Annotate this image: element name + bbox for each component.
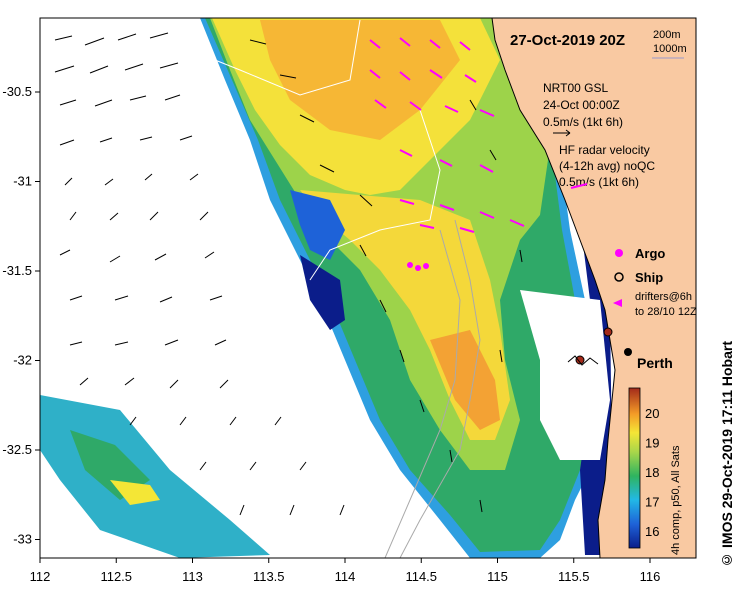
sst-southwest-patch [40, 395, 270, 558]
plot-frame [39, 17, 697, 559]
perth-marker [624, 348, 632, 356]
lat-tick-label: -30.5 [2, 84, 32, 99]
lat-tick-label: -33 [13, 532, 32, 547]
colorbar-label: 4h comp, p50, All Sats [670, 445, 682, 555]
drifter-legend-symbol [613, 299, 622, 307]
city-label-perth: Perth [637, 355, 673, 371]
lon-tick-label: 112 [30, 569, 51, 584]
lat-axis: -30.5 -31 -31.5 -32 -32.5 -33 [2, 84, 40, 547]
ship-marker [603, 327, 613, 337]
ship-legend-symbol [614, 272, 624, 282]
gsl-scale: 0.5m/s (1kt 6h) [543, 115, 623, 129]
lat-tick-label: -31.5 [2, 263, 32, 278]
sst-blue-patch [290, 190, 345, 260]
lon-tick-label: 116 [640, 569, 661, 584]
colorbar [628, 387, 641, 549]
colorbar-tick-label: 19 [645, 436, 659, 451]
hf-scale-arrow [570, 183, 588, 189]
sst-orange-north [260, 20, 460, 140]
lon-tick-label: 112.5 [100, 569, 132, 584]
sst-southwest-yellow [110, 480, 160, 505]
hf-label-2: (4-12h avg) noQC [559, 159, 655, 173]
hf-scale: 0.5m/s (1kt 6h) [559, 175, 639, 189]
lat-tick-label: -32 [13, 353, 32, 368]
ship-marker [575, 355, 585, 365]
argo-floats [407, 262, 429, 271]
gsl-scale-arrow-head [565, 129, 571, 137]
colorbar-tick-label: 16 [645, 524, 659, 539]
gsl-velocity-arrows [54, 32, 523, 516]
hf-radar-arrows [369, 37, 525, 233]
lat-tick-label: -31 [13, 174, 32, 189]
lon-axis: 112 112.5 113 113.5 114 114.5 115 115.5 116 [30, 558, 661, 584]
colorbar-tick-label: 18 [645, 465, 659, 480]
isobath-contour [399, 219, 481, 558]
isobath-contour [214, 19, 361, 96]
sst-deep-blue-patch [300, 255, 345, 330]
title-time: 27-Oct-2019 20Z [510, 32, 625, 49]
isobath-contour [309, 109, 441, 281]
lon-tick-label: 113 [182, 569, 203, 584]
plot-area [40, 18, 696, 558]
isobath-1000-label: 1000m [653, 43, 687, 55]
drifter-legend-label-1: drifters@6h [635, 291, 692, 303]
lon-tick-label: 115.5 [558, 569, 590, 584]
credit-text: © IMOS 29-Oct-2019 17:11 Hobart [719, 341, 735, 568]
isobath-contour [384, 229, 461, 558]
lon-tick-label: 113.5 [253, 569, 285, 584]
colorbar-tick-label: 17 [645, 495, 659, 510]
lon-tick-label: 114 [335, 569, 356, 584]
colorbar-tick-label: 20 [645, 406, 659, 421]
sst-orange-south [430, 330, 500, 430]
isobath-200-label: 200m [653, 29, 681, 41]
sst-field [40, 18, 612, 558]
hf-label-1: HF radar velocity [559, 143, 650, 157]
argo-legend-label: Argo [635, 246, 665, 261]
ship-legend-label: Ship [635, 270, 663, 285]
land-western-australia [491, 18, 696, 558]
lat-tick-label: -32.5 [2, 442, 32, 457]
gsl-label-2: 24-Oct 00:00Z [543, 98, 620, 112]
gsl-label-1: NRT00 GSL [543, 81, 608, 95]
drifter-legend-label-2: to 28/10 12Z [635, 306, 697, 318]
coastal-no-data [520, 290, 610, 460]
lon-tick-label: 115 [487, 569, 508, 584]
drifter-track [567, 355, 599, 366]
lon-tick-label: 114.5 [405, 569, 437, 584]
colorbar-ticks: 16 17 18 19 20 [645, 406, 659, 539]
argo-legend-symbol [615, 249, 623, 257]
